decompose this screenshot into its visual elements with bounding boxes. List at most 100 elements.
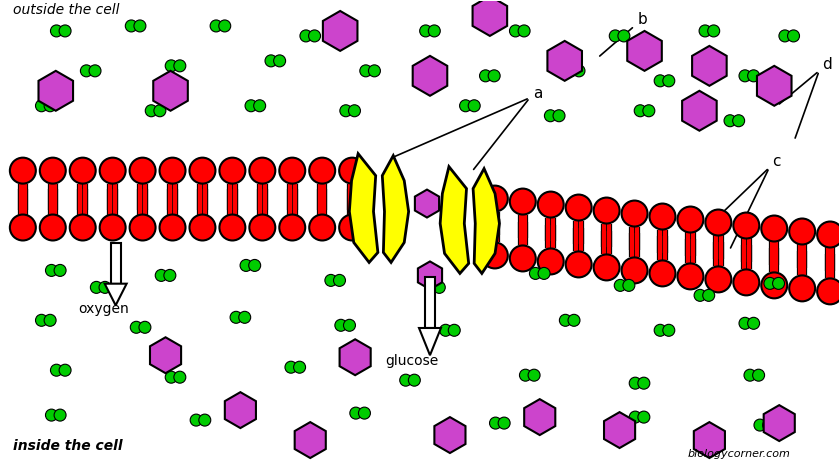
Circle shape xyxy=(594,198,620,224)
Circle shape xyxy=(164,269,176,281)
Circle shape xyxy=(125,20,137,32)
Circle shape xyxy=(510,189,536,214)
Circle shape xyxy=(510,246,536,272)
Circle shape xyxy=(732,115,744,127)
Circle shape xyxy=(663,324,675,336)
Polygon shape xyxy=(39,71,73,111)
Polygon shape xyxy=(153,71,188,111)
Circle shape xyxy=(694,289,706,301)
Circle shape xyxy=(643,105,655,117)
Circle shape xyxy=(538,248,564,274)
Circle shape xyxy=(130,321,142,333)
Circle shape xyxy=(629,411,641,423)
Circle shape xyxy=(408,374,420,386)
Circle shape xyxy=(428,25,440,37)
Text: c: c xyxy=(772,153,780,169)
Polygon shape xyxy=(349,153,378,262)
Circle shape xyxy=(240,259,252,272)
Circle shape xyxy=(706,210,732,235)
Circle shape xyxy=(249,214,276,240)
Circle shape xyxy=(190,414,202,426)
Circle shape xyxy=(594,254,620,280)
Text: oxygen: oxygen xyxy=(79,302,129,316)
Polygon shape xyxy=(604,412,635,448)
Circle shape xyxy=(439,324,452,336)
Circle shape xyxy=(498,417,510,429)
Circle shape xyxy=(129,158,155,184)
Circle shape xyxy=(99,281,111,293)
Circle shape xyxy=(654,75,666,87)
Circle shape xyxy=(59,25,71,37)
Text: b: b xyxy=(638,12,648,27)
Circle shape xyxy=(629,377,641,389)
Circle shape xyxy=(10,214,36,240)
Polygon shape xyxy=(524,399,555,435)
Circle shape xyxy=(45,265,57,276)
Circle shape xyxy=(39,158,66,184)
Circle shape xyxy=(359,407,370,419)
Circle shape xyxy=(349,407,362,419)
Circle shape xyxy=(773,278,785,289)
Text: outside the cell: outside the cell xyxy=(13,3,119,17)
Circle shape xyxy=(779,30,791,42)
Circle shape xyxy=(622,200,648,226)
Polygon shape xyxy=(323,11,358,51)
Circle shape xyxy=(254,100,265,112)
Text: biologycorner.com: biologycorner.com xyxy=(687,449,790,459)
Circle shape xyxy=(754,419,766,431)
Polygon shape xyxy=(339,339,370,375)
Circle shape xyxy=(54,409,66,421)
Circle shape xyxy=(70,214,96,240)
Polygon shape xyxy=(548,41,582,81)
Circle shape xyxy=(10,158,36,184)
Polygon shape xyxy=(111,244,121,284)
Text: a: a xyxy=(533,86,542,101)
Polygon shape xyxy=(295,422,326,458)
Polygon shape xyxy=(105,284,127,306)
Circle shape xyxy=(480,70,491,82)
Circle shape xyxy=(529,267,542,279)
Circle shape xyxy=(568,314,580,326)
Circle shape xyxy=(468,100,480,112)
Circle shape xyxy=(790,219,815,245)
Circle shape xyxy=(300,30,312,42)
Circle shape xyxy=(339,158,365,184)
Circle shape xyxy=(35,314,48,326)
Circle shape xyxy=(160,214,186,240)
Polygon shape xyxy=(692,46,727,86)
Circle shape xyxy=(614,279,627,292)
Circle shape xyxy=(817,279,840,305)
Circle shape xyxy=(817,221,840,247)
Circle shape xyxy=(165,60,177,72)
Circle shape xyxy=(45,409,57,421)
Circle shape xyxy=(459,100,471,112)
Circle shape xyxy=(739,70,751,82)
Circle shape xyxy=(565,194,591,220)
Circle shape xyxy=(559,314,571,326)
Circle shape xyxy=(35,100,48,112)
Circle shape xyxy=(39,214,66,240)
Circle shape xyxy=(139,321,151,333)
Polygon shape xyxy=(473,169,500,273)
Circle shape xyxy=(748,317,759,329)
Circle shape xyxy=(145,105,157,117)
Circle shape xyxy=(91,281,102,293)
Circle shape xyxy=(285,361,297,373)
Circle shape xyxy=(622,258,648,283)
Circle shape xyxy=(564,65,576,77)
Circle shape xyxy=(59,364,71,376)
Circle shape xyxy=(703,289,715,301)
Circle shape xyxy=(618,30,630,42)
Polygon shape xyxy=(425,278,435,328)
Polygon shape xyxy=(412,56,447,96)
Circle shape xyxy=(528,369,540,381)
Circle shape xyxy=(165,371,177,383)
Circle shape xyxy=(274,55,286,67)
Polygon shape xyxy=(473,0,507,36)
Circle shape xyxy=(325,274,337,286)
Circle shape xyxy=(788,30,800,42)
Circle shape xyxy=(129,214,155,240)
Circle shape xyxy=(739,317,751,329)
Polygon shape xyxy=(440,166,469,273)
Circle shape xyxy=(400,374,412,386)
